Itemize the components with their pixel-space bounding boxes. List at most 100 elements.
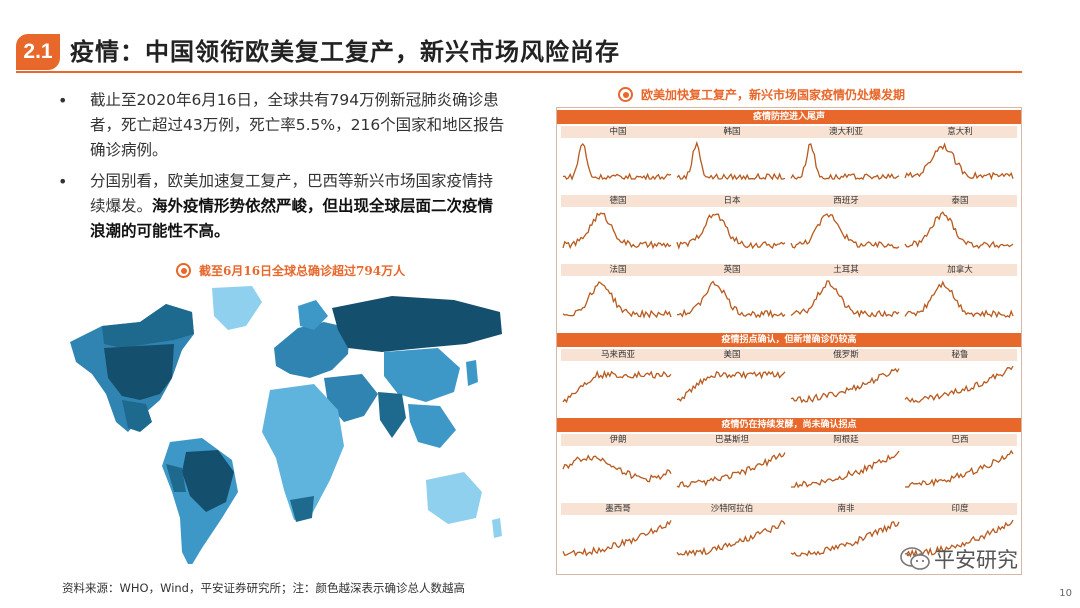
country-chart: 沙特阿拉伯: [675, 503, 789, 559]
sparkline-path: [790, 520, 900, 557]
sparkline-path: [790, 280, 900, 319]
page-title: 疫情：中国领衔欧美复工复产，新兴市场风险尚存: [70, 37, 620, 66]
country-label: 泰国: [903, 195, 1017, 207]
country-chart: 日本: [675, 195, 789, 251]
sparkline-path: [562, 454, 672, 483]
country-sparkline: [904, 142, 1014, 181]
sparkline-path: [562, 369, 672, 404]
sparkline-path: [562, 142, 672, 181]
map-peru: [166, 464, 186, 492]
country-label: 意大利: [903, 126, 1017, 138]
country-label: 英国: [675, 264, 789, 276]
country-chart: 泰国: [903, 195, 1017, 251]
bullet-dot-icon: •: [58, 172, 68, 191]
bullet-dot-icon: •: [58, 91, 68, 110]
country-sparkline: [790, 368, 900, 404]
country-chart: 墨西哥: [561, 503, 675, 559]
group-band: 疫情拐点确认，但新增确诊仍较高: [557, 333, 1021, 347]
country-chart: 美国: [675, 349, 789, 405]
country-sparkline: [562, 212, 672, 250]
country-sparkline: [562, 369, 672, 404]
map-japan: [466, 360, 478, 386]
country-chart: 伊朗: [561, 434, 675, 490]
title-divider: [16, 71, 1022, 73]
country-sparkline: [676, 370, 786, 402]
country-sparkline: [904, 365, 1014, 403]
watermark-text: 平安研究: [934, 548, 1018, 572]
country-label: 韩国: [675, 126, 789, 138]
map-russia: [332, 296, 502, 352]
map-nz: [492, 518, 502, 538]
watermark: 平安研究: [900, 544, 1018, 574]
country-sparkline: [790, 213, 900, 249]
country-sparkline: [676, 452, 786, 488]
country-sparkline: [676, 280, 786, 319]
country-chart: 马来西亚: [561, 349, 675, 405]
map-south-africa: [290, 496, 314, 522]
sparkline-path: [904, 211, 1014, 250]
country-label: 德国: [561, 195, 675, 207]
country-chart: 土耳其: [789, 264, 903, 320]
world-map: [70, 286, 502, 572]
target-icon: [618, 87, 633, 102]
country-label: 西班牙: [789, 195, 903, 207]
target-icon: [176, 263, 191, 278]
map-australia: [426, 472, 482, 524]
wechat-icon: [900, 547, 930, 570]
country-sparkline: [676, 520, 786, 557]
grid-caption: 欧美加快复工复产，新兴市场国家疫情仍处爆发期: [618, 86, 905, 103]
map-scandinavia: [298, 300, 328, 330]
country-label: 阿根廷: [789, 434, 903, 446]
country-chart: 中国: [561, 126, 675, 182]
bullet-item: • 截止至2020年6月16日，全球共有794万例新冠肺炎确诊患者，死亡超过43…: [58, 88, 508, 163]
sparkline-path: [904, 142, 1014, 181]
country-sparkline: [676, 140, 786, 181]
sparkline-path: [676, 280, 786, 319]
country-chart: 加拿大: [903, 264, 1017, 320]
country-sparkline: [562, 520, 672, 557]
sparkline-path: [790, 368, 900, 404]
map-mexico: [122, 400, 152, 432]
sparkline-path: [904, 280, 1014, 319]
sparkline-path: [676, 452, 786, 488]
country-sparkline: [562, 454, 672, 483]
country-label: 秘鲁: [903, 349, 1017, 361]
source-footer: 资料来源：WHO，Wind，平安证券研究所；注：颜色越深表示确诊总人数越高: [62, 581, 465, 595]
country-chart: 德国: [561, 195, 675, 251]
sparkline-path: [676, 140, 786, 181]
group-band: 疫情仍在持续发酵，尚未确认拐点: [557, 418, 1021, 432]
sparkline-path: [562, 520, 672, 557]
country-label: 马来西亚: [561, 349, 675, 361]
sparkline-path: [562, 281, 672, 319]
country-sparkline: [904, 211, 1014, 250]
map-india: [378, 392, 406, 438]
map-caption: 截至6月16日全球总确诊超过794万人: [176, 262, 405, 279]
country-chart: 秘鲁: [903, 349, 1017, 405]
map-usa: [104, 344, 174, 400]
country-chart: 南非: [789, 503, 903, 559]
country-sparkline: [791, 450, 900, 489]
bullet-list: • 截止至2020年6月16日，全球共有794万例新冠肺炎确诊患者，死亡超过43…: [58, 88, 508, 250]
country-label: 墨西哥: [561, 503, 675, 515]
sparkline-path: [562, 212, 672, 250]
sparkline-path: [790, 213, 900, 249]
map-china: [384, 348, 460, 402]
country-sparkline: [562, 281, 672, 319]
country-label: 美国: [675, 349, 789, 361]
country-sparkline: [676, 213, 786, 250]
map-greenland: [212, 286, 262, 330]
country-label: 日本: [675, 195, 789, 207]
country-label: 俄罗斯: [789, 349, 903, 361]
country-chart: 巴基斯坦: [675, 434, 789, 490]
country-chart: 阿根廷: [789, 434, 903, 490]
sparkline-path: [791, 450, 900, 489]
country-sparkline: [790, 280, 900, 319]
country-chart: 西班牙: [789, 195, 903, 251]
country-label: 伊朗: [561, 434, 675, 446]
map-se-asia: [408, 404, 456, 448]
country-label: 澳大利亚: [789, 126, 903, 138]
country-sparkline: [790, 143, 900, 180]
country-label: 巴基斯坦: [675, 434, 789, 446]
country-chart: 巴西: [903, 434, 1017, 490]
sparkline-path: [904, 365, 1014, 403]
